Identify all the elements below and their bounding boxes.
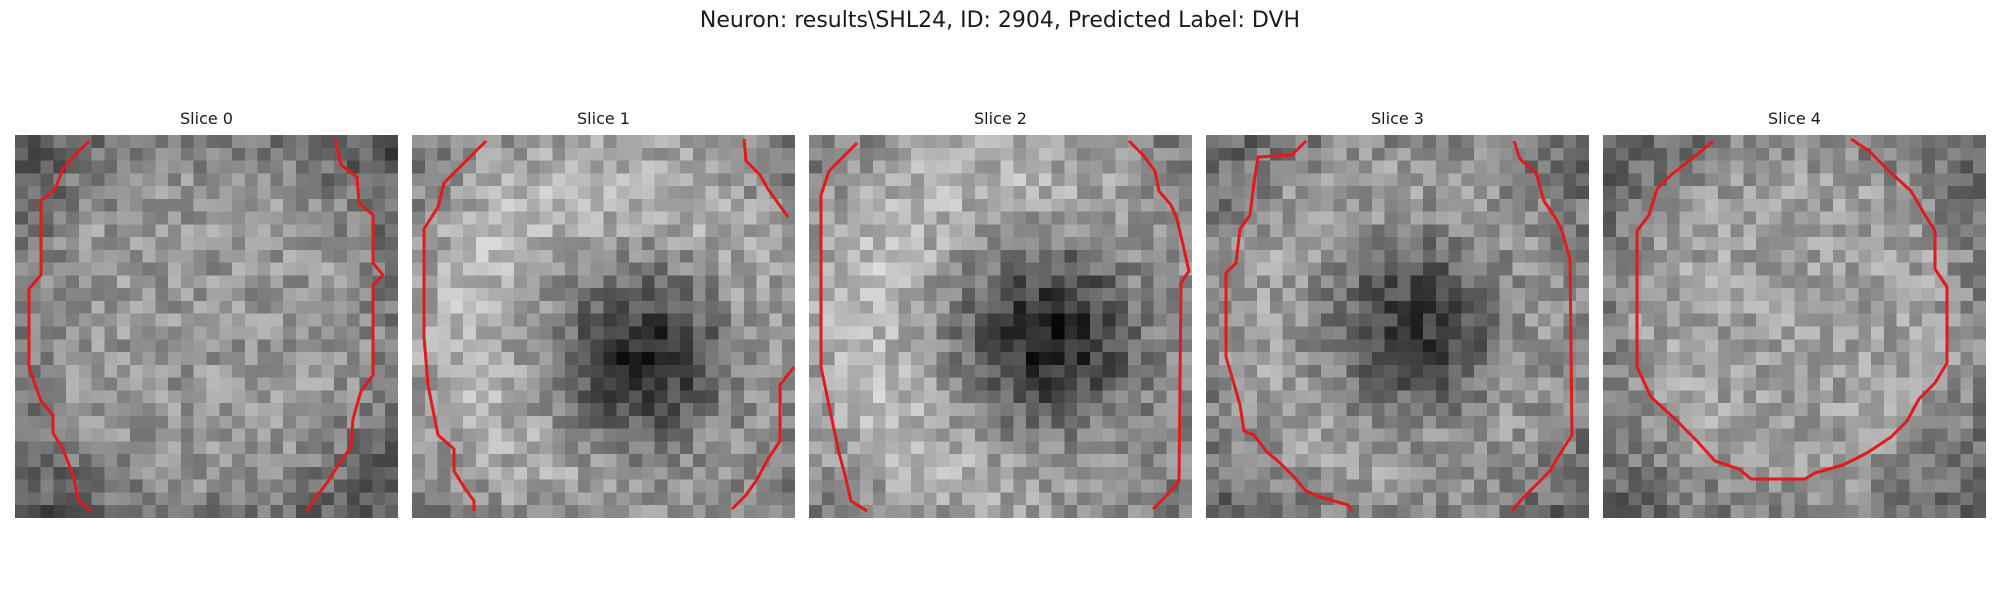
contour-line-0 [1635, 137, 1949, 481]
contour-line-0 [1224, 139, 1354, 512]
slice-panel-3: Slice 3 [1206, 108, 1589, 518]
slice-image-3 [1206, 135, 1589, 518]
contour-line-1 [1127, 139, 1191, 511]
slice-panel-0: Slice 0 [15, 108, 398, 518]
slice-title-0: Slice 0 [180, 109, 233, 128]
slice-panel-4: Slice 4 [1603, 108, 1986, 518]
pixel-grid [412, 135, 795, 518]
slice-image-2 [809, 135, 1192, 518]
pixel-grid [1603, 135, 1986, 518]
contour-line-2 [730, 366, 795, 511]
slice-panel-2: Slice 2 [809, 108, 1192, 518]
slice-title-3: Slice 3 [1371, 109, 1424, 128]
slice-image-4 [1603, 135, 1986, 518]
contour-line-0 [27, 139, 92, 513]
slice-image-0 [15, 135, 398, 518]
figure-title: Neuron: results\SHL24, ID: 2904, Predict… [699, 8, 1301, 33]
slice-title-2: Slice 2 [974, 109, 1027, 128]
slice-image-1 [412, 135, 795, 518]
slice-title-1: Slice 1 [577, 109, 630, 128]
contour-line-0 [819, 141, 868, 513]
contour-line-1 [1510, 140, 1574, 512]
pixel-grid [1206, 135, 1589, 518]
slice-title-4: Slice 4 [1768, 109, 1821, 128]
slice-panel-1: Slice 1 [412, 108, 795, 518]
contour-line-0 [422, 139, 488, 511]
contour-line-1 [305, 138, 385, 512]
pixel-grid [809, 135, 1192, 518]
contour-line-1 [742, 138, 790, 218]
